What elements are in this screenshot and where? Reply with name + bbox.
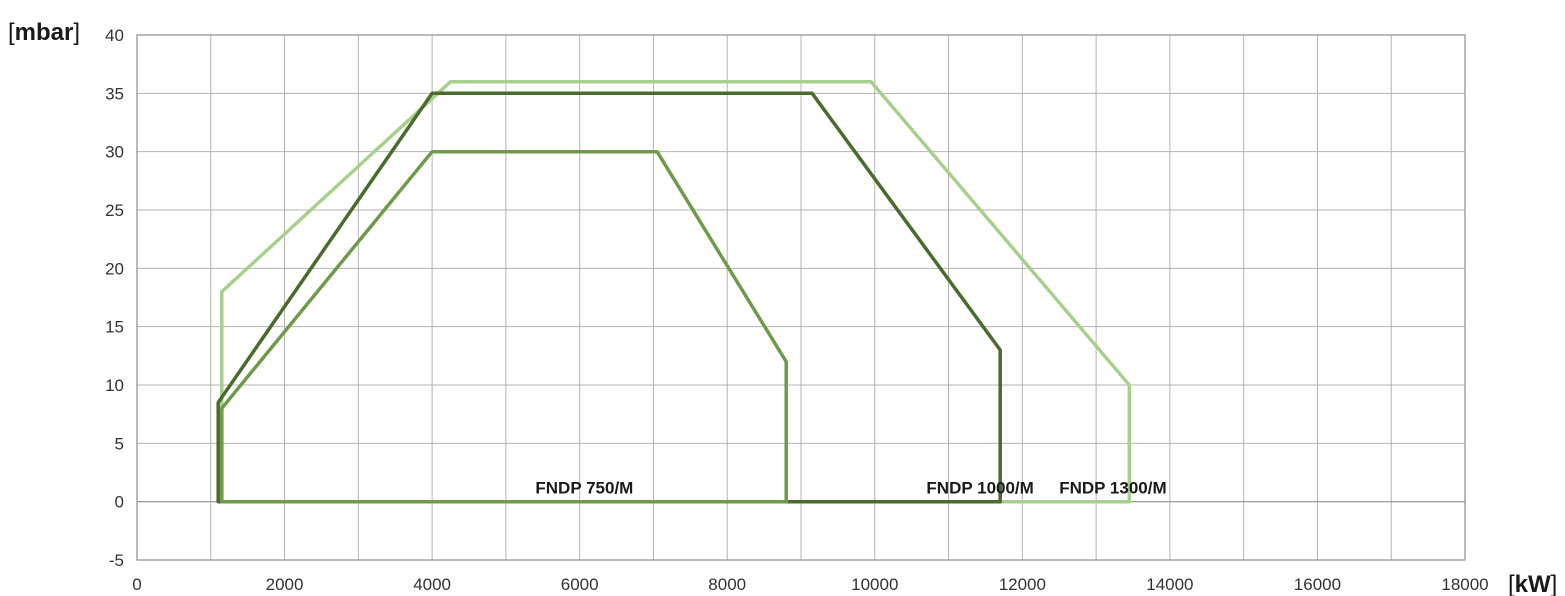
x-tick-label: 0 [132,575,141,594]
y-tick-label: 20 [105,259,124,278]
x-tick-label: 14000 [1146,575,1193,594]
series-line [220,149,788,504]
x-tick-label: 10000 [851,575,898,594]
y-tick-label: -5 [109,551,124,570]
plot-frame [136,34,1466,561]
y-axis-unit-label: [mbar] [8,19,80,46]
y-tick-label: 25 [105,201,124,220]
y-tick-label: 15 [105,318,124,337]
x-tick-label: 2000 [266,575,304,594]
x-tick-label: 4000 [413,575,451,594]
y-tick-label: 0 [115,493,124,512]
series-labels: FNDP 750/M FNDP 1000/M FNDP 1300/M [535,479,1166,498]
series-name-label: FNDP 1300/M [1059,479,1166,498]
x-axis-unit-label: [kW] [1508,571,1557,596]
y-tick-label: 35 [105,84,124,103]
y-tick-label: 10 [105,376,124,395]
tick-labels: -5 0 5 10 15 20 25 30 35 40 0 2000 4000 6000 8000 10000… [105,26,1489,594]
x-tick-label: 8000 [708,575,746,594]
series-line [220,79,1132,504]
y-tick-label: 40 [105,26,124,45]
grid-lines [136,34,1466,561]
series-name-label: FNDP 750/M [535,479,633,498]
y-tick-label: 30 [105,143,124,162]
y-tick-label: 5 [115,434,124,453]
series-line [216,91,1002,504]
series-lines [216,79,1132,504]
x-tick-label: 12000 [999,575,1046,594]
series-name-label: FNDP 1000/M [926,479,1033,498]
x-tick-label: 6000 [561,575,599,594]
x-tick-label: 18000 [1441,575,1488,594]
x-tick-label: 16000 [1294,575,1341,594]
